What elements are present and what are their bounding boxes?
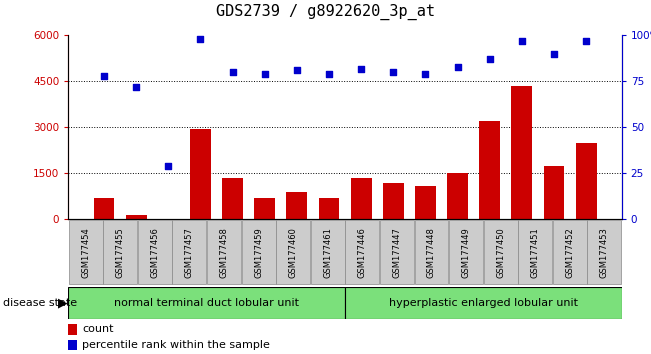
Point bbox=[388, 69, 398, 75]
Bar bbox=[415, 186, 436, 219]
FancyBboxPatch shape bbox=[449, 220, 483, 284]
Text: GSM177452: GSM177452 bbox=[565, 227, 574, 278]
Text: GSM177446: GSM177446 bbox=[358, 227, 367, 278]
Point bbox=[452, 64, 463, 69]
Bar bbox=[190, 129, 211, 219]
FancyBboxPatch shape bbox=[69, 220, 103, 284]
FancyBboxPatch shape bbox=[518, 220, 552, 284]
FancyBboxPatch shape bbox=[276, 220, 310, 284]
FancyBboxPatch shape bbox=[242, 220, 275, 284]
Bar bbox=[479, 121, 500, 219]
Bar bbox=[383, 183, 404, 219]
Bar bbox=[286, 192, 307, 219]
FancyBboxPatch shape bbox=[380, 220, 414, 284]
Text: GSM177461: GSM177461 bbox=[324, 227, 332, 278]
Point bbox=[195, 36, 206, 42]
Point bbox=[420, 71, 430, 77]
Text: GSM177453: GSM177453 bbox=[600, 227, 609, 278]
FancyBboxPatch shape bbox=[484, 220, 518, 284]
Bar bbox=[544, 166, 564, 219]
Point bbox=[324, 71, 334, 77]
FancyBboxPatch shape bbox=[415, 220, 449, 284]
Point bbox=[581, 38, 591, 44]
Point bbox=[517, 38, 527, 44]
FancyBboxPatch shape bbox=[553, 220, 587, 284]
Text: percentile rank within the sample: percentile rank within the sample bbox=[82, 340, 270, 350]
Text: GDS2739 / g8922620_3p_at: GDS2739 / g8922620_3p_at bbox=[216, 4, 435, 20]
Point bbox=[260, 71, 270, 77]
FancyBboxPatch shape bbox=[104, 220, 137, 284]
Point bbox=[99, 73, 109, 79]
Text: GSM177448: GSM177448 bbox=[427, 227, 436, 278]
Text: GSM177456: GSM177456 bbox=[150, 227, 159, 278]
Point bbox=[549, 51, 559, 57]
FancyBboxPatch shape bbox=[345, 287, 622, 319]
Bar bbox=[512, 86, 533, 219]
FancyBboxPatch shape bbox=[207, 220, 241, 284]
Bar bbox=[68, 324, 77, 335]
Text: GSM177458: GSM177458 bbox=[219, 227, 229, 278]
Point bbox=[356, 66, 367, 72]
FancyBboxPatch shape bbox=[68, 287, 345, 319]
Bar bbox=[351, 178, 372, 219]
FancyBboxPatch shape bbox=[311, 220, 344, 284]
Text: normal terminal duct lobular unit: normal terminal duct lobular unit bbox=[114, 298, 299, 308]
FancyBboxPatch shape bbox=[138, 220, 172, 284]
Text: GSM177450: GSM177450 bbox=[496, 227, 505, 278]
Text: disease state: disease state bbox=[3, 298, 77, 308]
FancyBboxPatch shape bbox=[346, 220, 380, 284]
Text: GSM177449: GSM177449 bbox=[462, 227, 471, 278]
Text: GSM177459: GSM177459 bbox=[254, 227, 263, 278]
Text: GSM177455: GSM177455 bbox=[116, 227, 125, 278]
Text: GSM177454: GSM177454 bbox=[81, 227, 90, 278]
Point bbox=[292, 68, 302, 73]
FancyBboxPatch shape bbox=[173, 220, 206, 284]
Bar bbox=[126, 215, 146, 219]
Point bbox=[131, 84, 141, 90]
Bar bbox=[94, 198, 115, 219]
Bar bbox=[255, 198, 275, 219]
Text: GSM177457: GSM177457 bbox=[185, 227, 194, 278]
Point bbox=[163, 163, 173, 169]
Text: hyperplastic enlarged lobular unit: hyperplastic enlarged lobular unit bbox=[389, 298, 578, 308]
Bar bbox=[447, 173, 468, 219]
Bar bbox=[222, 178, 243, 219]
Text: ▶: ▶ bbox=[58, 296, 67, 309]
Bar bbox=[68, 340, 77, 350]
Text: GSM177451: GSM177451 bbox=[531, 227, 540, 278]
Point bbox=[227, 69, 238, 75]
Text: count: count bbox=[82, 324, 114, 334]
Bar bbox=[318, 198, 339, 219]
Text: GSM177447: GSM177447 bbox=[393, 227, 402, 278]
Point bbox=[484, 57, 495, 62]
Bar bbox=[158, 218, 178, 219]
FancyBboxPatch shape bbox=[587, 220, 621, 284]
Text: GSM177460: GSM177460 bbox=[288, 227, 298, 278]
Bar bbox=[575, 143, 596, 219]
